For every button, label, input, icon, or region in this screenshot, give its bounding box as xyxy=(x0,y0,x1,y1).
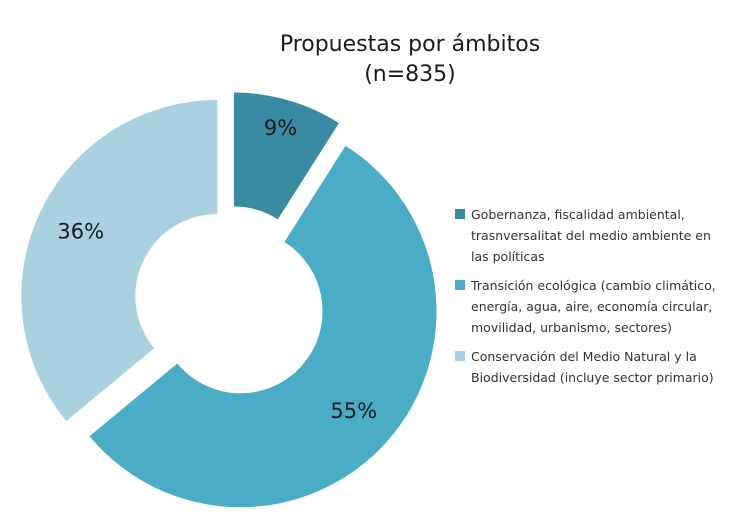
chart-subtitle: (n=835) xyxy=(364,62,456,87)
legend-label-transicion: Transición ecológica (cambio climático, … xyxy=(471,278,716,335)
chart-title-block: Propuestas por ámbitos (n=835) xyxy=(230,30,590,90)
slice-label-conservacion: 36% xyxy=(57,220,104,244)
legend-entry-transicion: Transición ecológica (cambio climático, … xyxy=(455,275,723,338)
slice-label-transicion: 55% xyxy=(330,399,377,423)
chart-legend: Gobernanza, fiscalidad ambiental, trasnv… xyxy=(455,204,723,396)
legend-label-conservacion: Conservación del Medio Natural y la Biod… xyxy=(471,349,714,385)
chart-title: Propuestas por ámbitos xyxy=(279,32,541,57)
legend-swatch-gobernanza xyxy=(455,209,465,219)
legend-swatch-conservacion xyxy=(455,351,465,361)
legend-entry-conservacion: Conservación del Medio Natural y la Biod… xyxy=(455,346,723,388)
slice-label-gobernanza: 9% xyxy=(264,116,297,140)
slice-gobernanza xyxy=(233,92,339,220)
slice-transicion xyxy=(89,145,437,508)
legend-label-gobernanza: Gobernanza, fiscalidad ambiental, trasnv… xyxy=(471,207,711,264)
slice-conservacion xyxy=(21,100,218,421)
legend-entry-gobernanza: Gobernanza, fiscalidad ambiental, trasnv… xyxy=(455,204,723,267)
legend-swatch-transicion xyxy=(455,280,465,290)
